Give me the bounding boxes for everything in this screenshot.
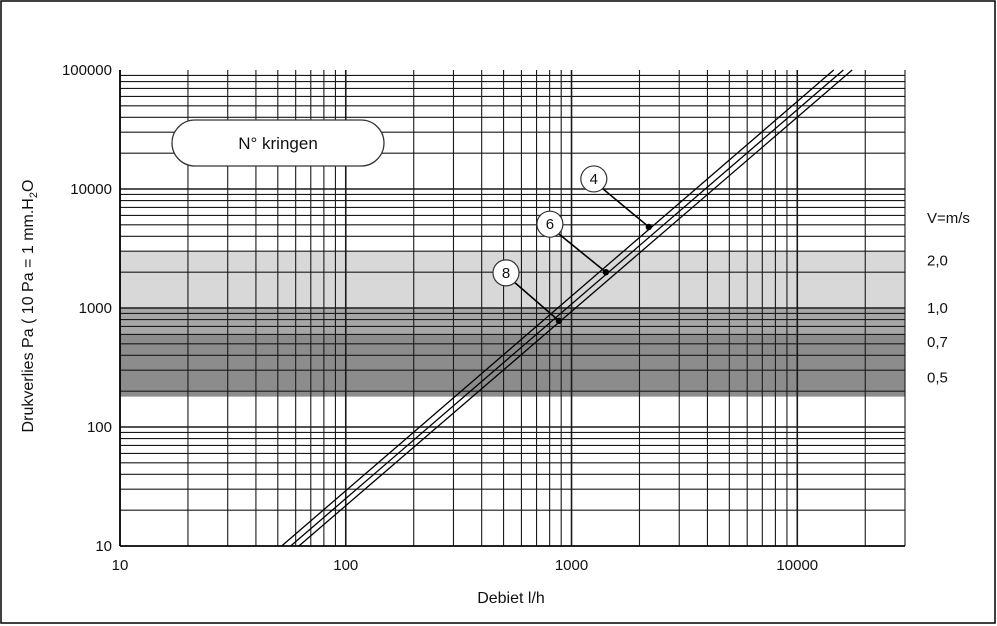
callout-label-8: 8 (502, 265, 510, 282)
x-tick-label: 10000 (776, 557, 818, 574)
x-tick-label: 100 (333, 557, 358, 574)
callout-circle-6 (536, 210, 564, 238)
callout-circle-8 (492, 259, 520, 287)
legend-box-label: N° kringen (238, 134, 318, 153)
y-axis-title: Drukverlies Pa ( 10 Pa = 1 mm.H2O (20, 180, 40, 433)
band-dark (120, 334, 905, 397)
tick-labels: 10 100 1000 10000 10 100 1000 10000 100000 (62, 62, 818, 574)
callout-leader-6 (557, 232, 607, 273)
x-tick-label: 10 (112, 557, 129, 574)
x-axis-title: Debiet l/h (477, 590, 545, 607)
callout-circle-4 (580, 165, 608, 193)
x-tick-label: 1000 (555, 557, 588, 574)
callout-leader-8 (513, 281, 560, 322)
velocity-header: V=m/s (927, 210, 970, 227)
callout-label-6: 6 (546, 216, 554, 233)
y-tick-label: 1000 (79, 300, 112, 317)
velocity-label: 2,0 (927, 253, 948, 270)
callout-dot-4 (645, 223, 653, 231)
callouts: 4 6 8 (492, 165, 653, 325)
velocity-bands (120, 251, 905, 397)
callout-leader-4 (601, 187, 650, 228)
series-line-6 (290, 69, 844, 547)
y-tick-label: 10 (95, 538, 112, 555)
band-mid (120, 308, 905, 335)
series-lines (281, 69, 853, 547)
y-axis-title-subscript: 2 (28, 192, 40, 198)
y-axis-title-main: Drukverlies Pa ( 10 Pa = 1 mm.H (20, 198, 37, 432)
y-tick-label: 10000 (70, 181, 112, 198)
velocity-label: 0,5 (927, 370, 948, 387)
y-axis-title-end: O (20, 180, 37, 192)
y-tick-label: 100 (87, 419, 112, 436)
series-line-8 (281, 69, 835, 547)
series-line-4 (298, 69, 853, 547)
velocity-label: 1,0 (927, 300, 948, 317)
velocity-labels: V=m/s 2,0 1,0 0,7 0,5 (927, 210, 970, 387)
callout-label-4: 4 (590, 171, 598, 188)
callout-dot-8 (555, 317, 563, 325)
legend-box: N° kringen (171, 119, 385, 167)
velocity-label: 0,7 (927, 334, 948, 351)
callout-dot-6 (602, 268, 610, 276)
axes (119, 70, 905, 547)
y-tick-label: 100000 (62, 62, 112, 79)
